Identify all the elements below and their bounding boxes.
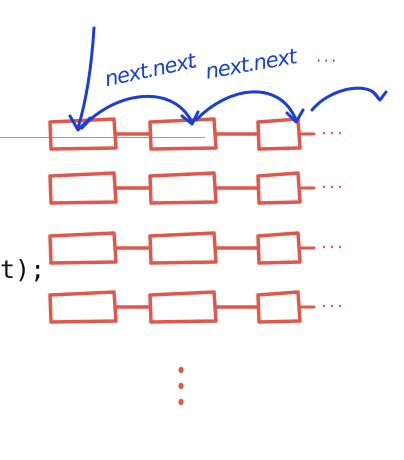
- list-tail-dot: [338, 304, 342, 308]
- list-tail-dot: [338, 245, 342, 249]
- list-node: [48, 231, 118, 265]
- list-row: [48, 231, 342, 265]
- list-tail-dot: [330, 131, 334, 135]
- list-row: [48, 171, 342, 205]
- down-arrow: [76, 26, 96, 130]
- hop-arrow-2: [194, 90, 298, 122]
- hop-arrow-3: [310, 86, 380, 112]
- list-node: [148, 117, 218, 151]
- list-row: [48, 117, 342, 151]
- annotation-arrows: [68, 26, 388, 132]
- hop-arrow-1-head: [180, 110, 200, 126]
- list-tail-dot: [338, 185, 342, 189]
- list-row: [48, 290, 342, 324]
- list-tail-dot: [330, 245, 334, 249]
- annotation-separator: ··: [187, 56, 198, 77]
- list-tail-dot: [322, 245, 326, 249]
- list-node: [148, 290, 218, 324]
- list-node: [256, 117, 302, 151]
- list-node: [256, 290, 302, 324]
- ellipsis-dot: [178, 366, 184, 374]
- list-node: [148, 231, 218, 265]
- annotation-trailing-dots: · · ·: [316, 52, 336, 70]
- code-fragment: t);: [0, 255, 46, 284]
- linked-list-rows: [48, 117, 342, 324]
- list-node: [256, 171, 302, 205]
- list-node: [148, 171, 218, 205]
- list-node: [48, 117, 118, 151]
- hop-arrow-3-head: [371, 90, 388, 102]
- list-tail-dot: [330, 185, 334, 189]
- ellipsis-dot: [178, 382, 184, 390]
- list-tail-dot: [338, 131, 342, 135]
- ellipsis-dot: [178, 398, 184, 406]
- list-node: [256, 231, 302, 265]
- list-tail-dot: [322, 185, 326, 189]
- list-tail-dot: [322, 304, 326, 308]
- list-tail-dot: [322, 131, 326, 135]
- vertical-ellipsis: [178, 366, 184, 406]
- list-tail-dot: [330, 304, 334, 308]
- list-node: [48, 290, 118, 324]
- list-node: [48, 171, 118, 205]
- hop-arrow-1: [80, 94, 194, 130]
- hop-arrow-2-head: [285, 108, 305, 124]
- divider-line: [0, 137, 205, 138]
